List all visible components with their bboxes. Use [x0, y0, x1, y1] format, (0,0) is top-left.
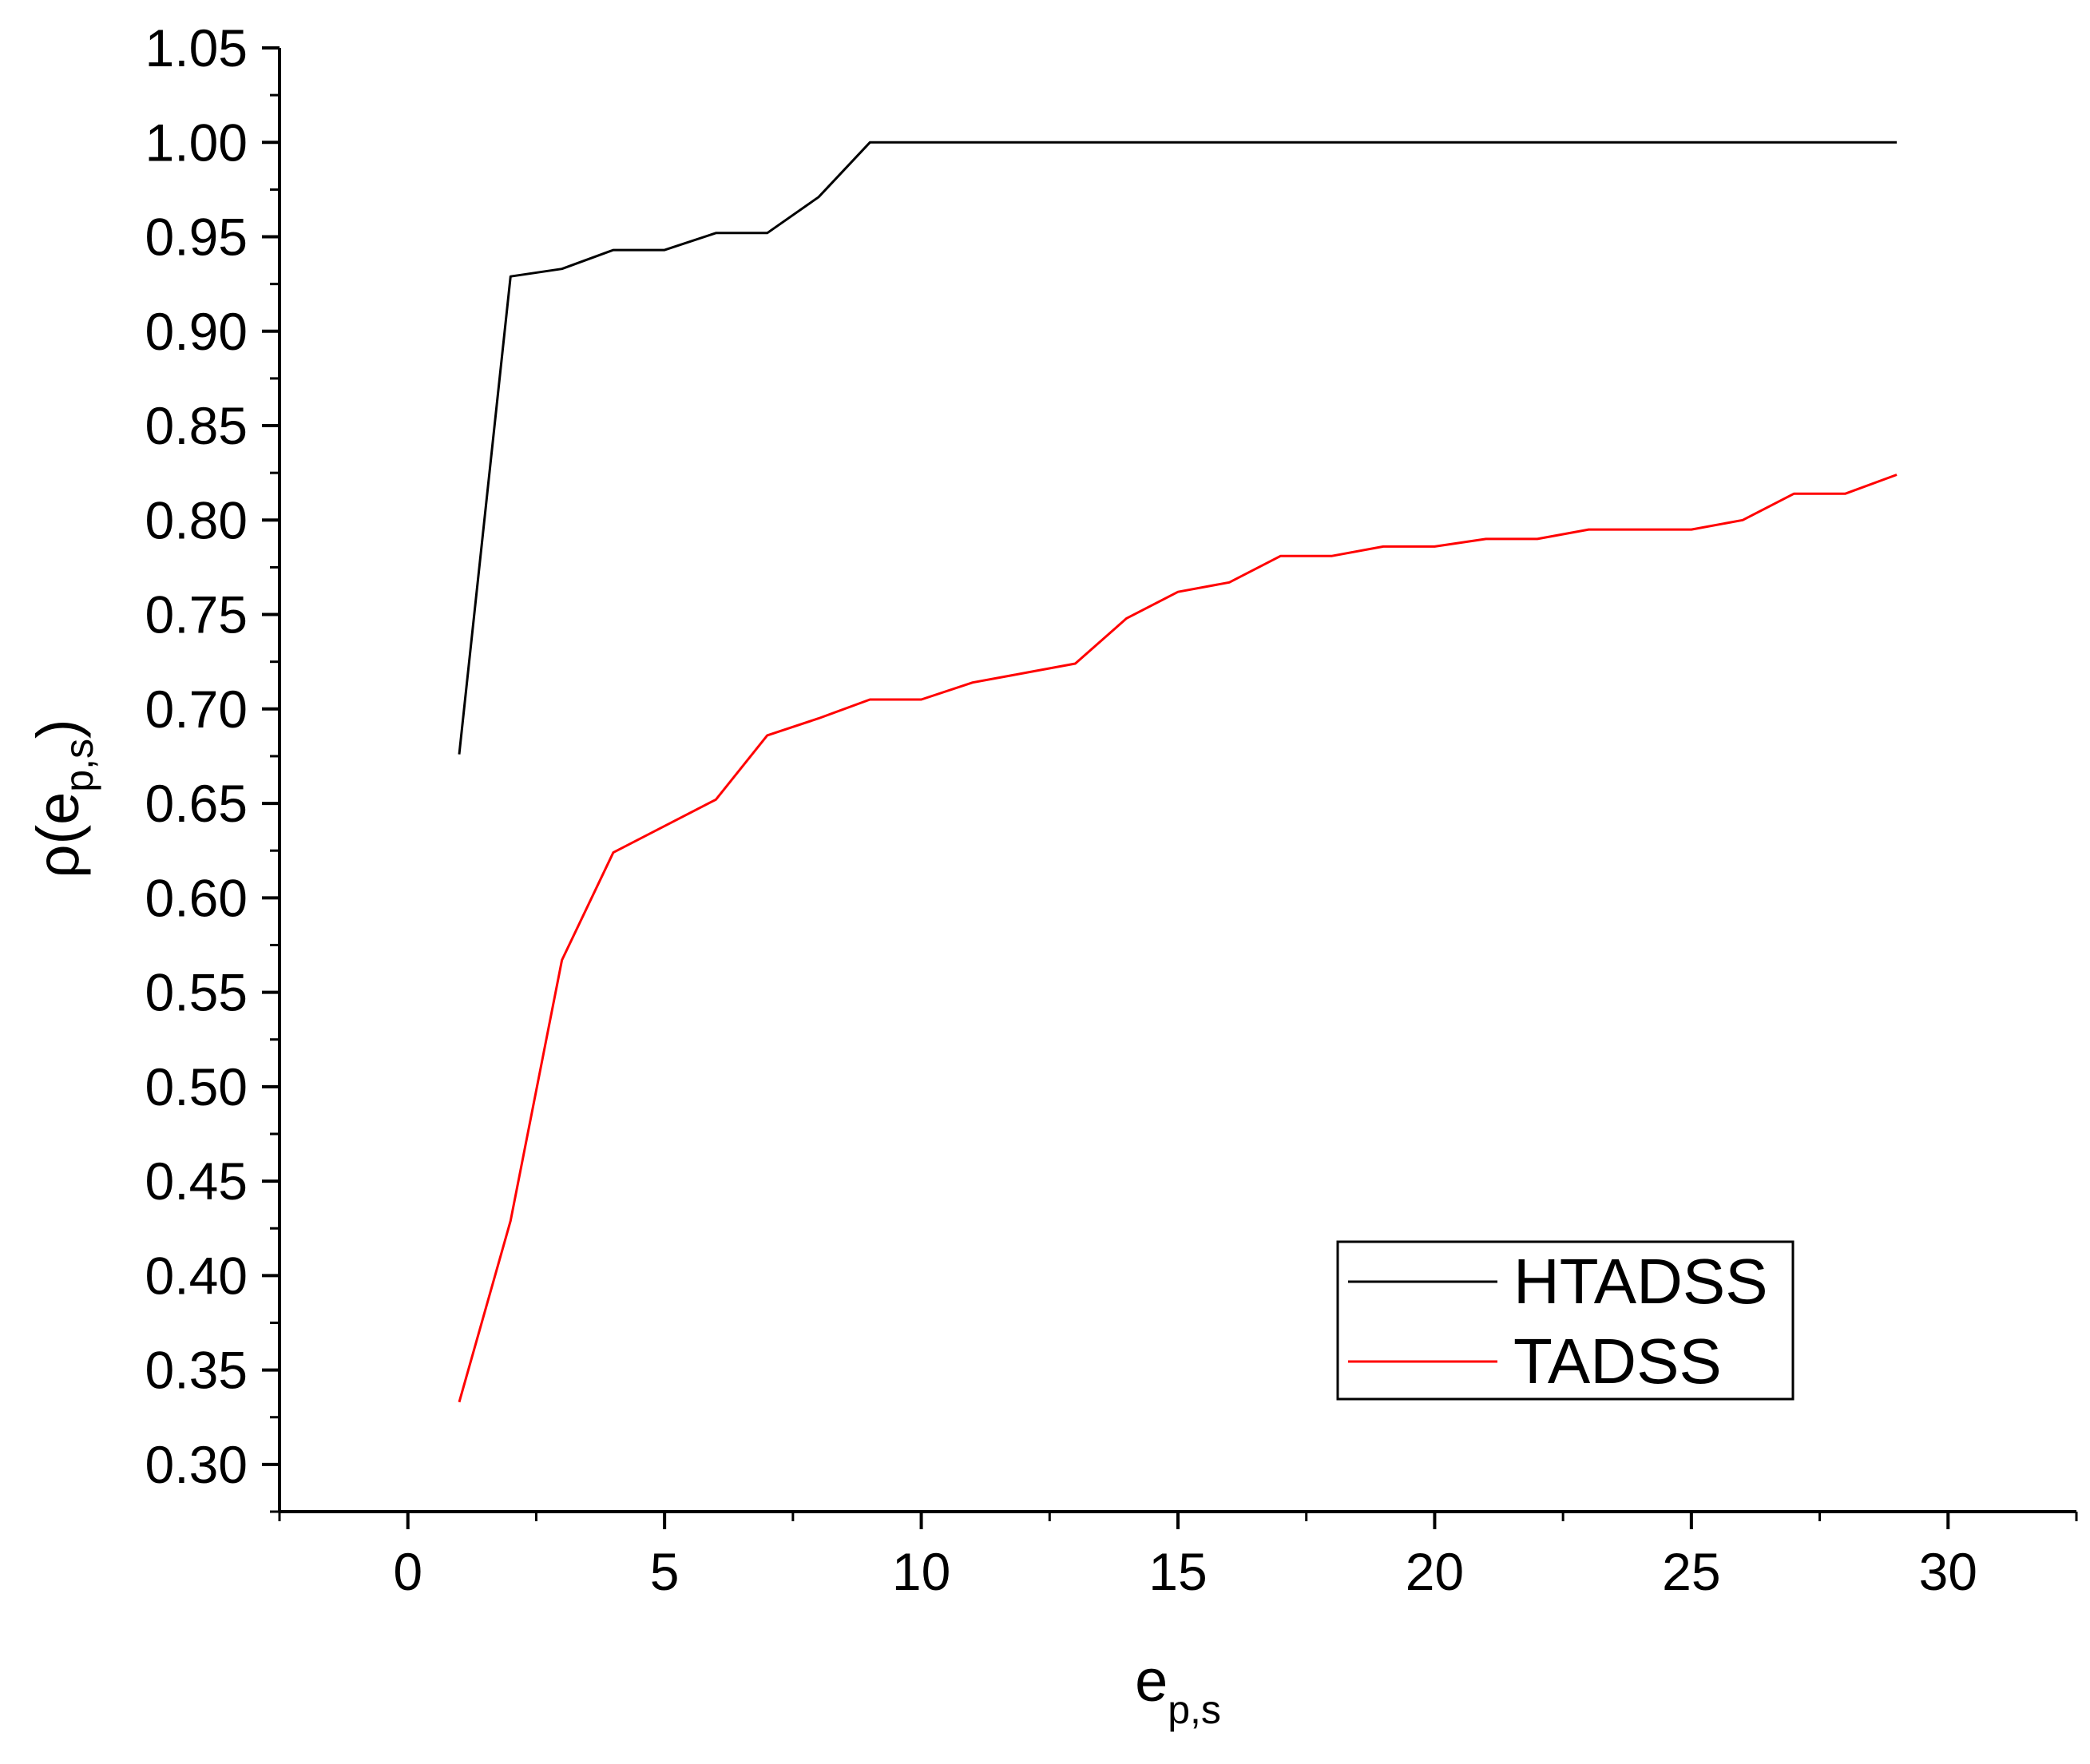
y-axis-title-subscript: p,s: [57, 739, 101, 792]
x-axis-title-subscript: p,s: [1168, 1687, 1221, 1732]
y-tick-label: 1.00: [145, 113, 248, 172]
x-axis-title: ep,s: [1135, 1647, 1221, 1732]
y-axis-title-prefix: ρ(e: [25, 792, 91, 878]
y-tick-label: 0.40: [145, 1246, 248, 1305]
x-tick-label: 0: [393, 1542, 422, 1601]
y-tick-label: 0.35: [145, 1341, 248, 1400]
x-axis: 0 5 10 15 20 25 30: [278, 1510, 2078, 1601]
series-line-htadss: [458, 141, 1897, 755]
x-axis-title-base: e: [1135, 1647, 1168, 1714]
series-line-tadss: [458, 474, 1898, 1403]
y-tick-label: 0.30: [145, 1435, 248, 1494]
x-tick-label: 10: [892, 1542, 950, 1601]
series-layer: [458, 141, 1898, 1403]
x-tick-label: 20: [1406, 1542, 1464, 1601]
y-tick-label: 0.55: [145, 963, 248, 1022]
legend-label-tadss: TADSS: [1513, 1326, 1722, 1397]
legend-label-htadss: HTADSS: [1513, 1246, 1768, 1317]
y-tick-label: 1.05: [145, 18, 248, 77]
y-axis-title: ρ(ep,s): [25, 719, 101, 878]
y-tick-label: 0.50: [145, 1057, 248, 1116]
y-tick-label: 0.70: [145, 680, 248, 739]
y-tick-label: 0.95: [145, 208, 248, 267]
y-axis-title-suffix: ): [25, 719, 91, 739]
y-tick-label: 0.85: [145, 396, 248, 455]
y-tick-label: 0.80: [145, 490, 248, 549]
legend-box: [1336, 1240, 1795, 1401]
y-tick-label: 0.65: [145, 774, 248, 833]
y-axis: 0.30 0.35 0.40 0.45 0.50 0.55 0.60 0.65 0.70 0.75…: [145, 18, 281, 1513]
y-tick-label: 0.75: [145, 585, 248, 644]
legend: HTADSS TADSS: [1336, 1240, 1795, 1401]
y-tick-label: 0.60: [145, 868, 248, 927]
x-tick-label: 25: [1662, 1542, 1720, 1601]
y-tick-label: 0.90: [145, 302, 248, 361]
x-tick-label: 30: [1919, 1542, 1977, 1601]
x-tick-label: 15: [1148, 1542, 1207, 1601]
y-tick-label: 0.45: [145, 1152, 248, 1211]
x-tick-label: 5: [650, 1542, 680, 1601]
